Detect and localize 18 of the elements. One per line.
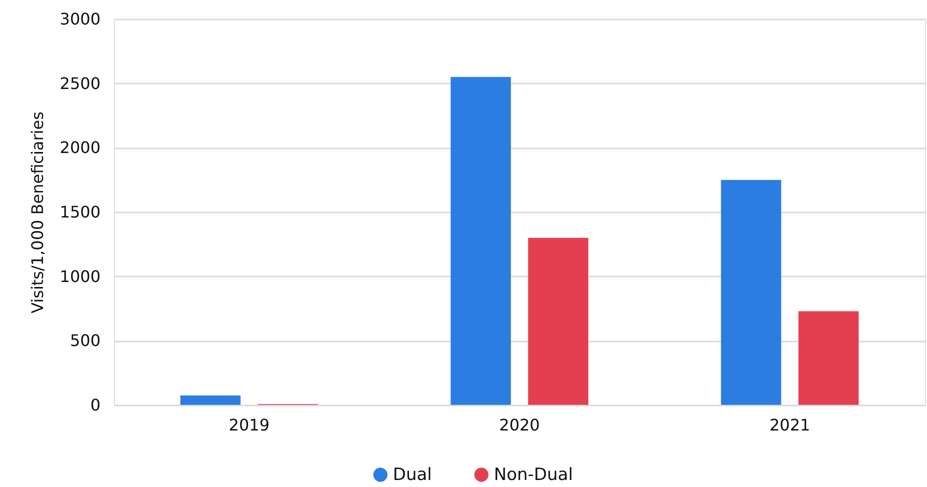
- bar: [798, 310, 860, 406]
- x-tick-label: 2019: [228, 416, 270, 434]
- y-tick-label: 2500: [60, 74, 100, 93]
- bar: [180, 395, 241, 406]
- y-axis-title: Visits/1,000 Beneficiaries: [28, 112, 47, 314]
- legend-label: Non-Dual: [494, 464, 573, 485]
- y-tick-label: 1000: [60, 266, 100, 286]
- y-tick-label: 3000: [60, 10, 100, 28]
- bar: [528, 237, 589, 406]
- y-tick-label: 500: [70, 331, 100, 350]
- bar: [450, 76, 512, 406]
- x-tick-label: 2021: [769, 416, 810, 434]
- legend-label: Dual: [392, 464, 432, 485]
- x-tick-label: 2020: [499, 416, 540, 434]
- y-tick-label: 0: [90, 396, 100, 414]
- bar: [720, 180, 782, 406]
- y-tick-label: 2000: [60, 138, 100, 158]
- y-tick-label: 1500: [60, 202, 100, 222]
